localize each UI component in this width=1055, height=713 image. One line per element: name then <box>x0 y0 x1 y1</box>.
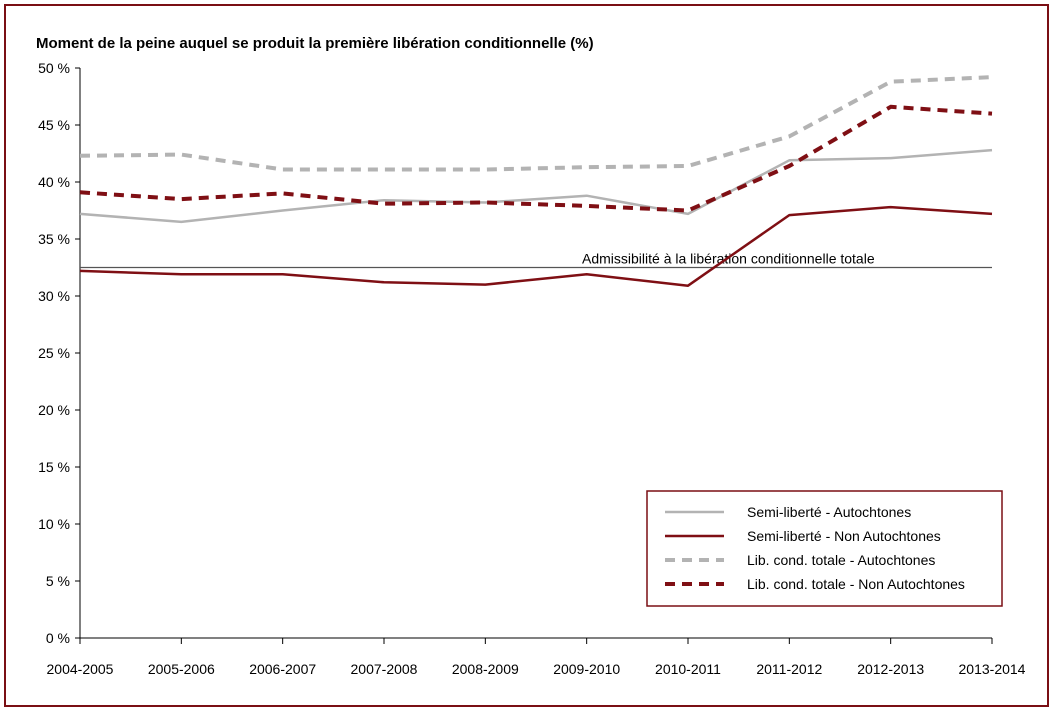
series-group <box>79 75 993 287</box>
x-tick-label: 2004-2005 <box>47 661 114 677</box>
y-tick-label: 40 % <box>38 174 70 190</box>
y-tick-label: 20 % <box>38 402 70 418</box>
y-tick-label: 30 % <box>38 288 70 304</box>
y-tick-label: 5 % <box>46 573 70 589</box>
series-line-2 <box>79 205 993 287</box>
y-tick-label: 35 % <box>38 231 70 247</box>
y-tick-label: 50 % <box>38 60 70 76</box>
legend: Semi-liberté - Autochtones Semi-liberté -… <box>646 490 1003 607</box>
x-tick-label: 2009-2010 <box>553 661 620 677</box>
y-tick-label: 45 % <box>38 117 70 133</box>
x-tick-label: 2013-2014 <box>959 661 1026 677</box>
y-tick-label: 0 % <box>46 630 70 646</box>
y-axis-title: Moment de la peine auquel se produit la … <box>36 35 594 52</box>
x-tick-label: 2008-2009 <box>452 661 519 677</box>
x-tick-label: 2006-2007 <box>249 661 316 677</box>
y-tick-label: 10 % <box>38 516 70 532</box>
legend-box <box>646 490 1003 607</box>
legend-label-2: Semi-liberté - Non Autochtones <box>747 528 941 544</box>
y-tick-label: 15 % <box>38 459 70 475</box>
y-tick-label: 25 % <box>38 345 70 361</box>
x-tick-label: 2012-2013 <box>857 661 924 677</box>
x-tick-label: 2007-2008 <box>351 661 418 677</box>
axes: 0 % 5 % 10 % 15 % 20 % 25 % 30 % 35 % 40 % 45 % 50… <box>38 60 1026 677</box>
reference-line-group: Admissibilité à la libération conditionn… <box>80 251 992 269</box>
series-line-1 <box>79 148 993 224</box>
series-line-3 <box>79 75 993 172</box>
legend-label-3: Lib. cond. totale - Autochtones <box>747 552 935 568</box>
x-tick-label: 2005-2006 <box>148 661 215 677</box>
legend-label-1: Semi-liberté - Autochtones <box>747 504 911 520</box>
x-tick-label: 2011-2012 <box>756 661 822 677</box>
x-tick-label: 2010-2011 <box>655 661 721 677</box>
legend-label-4: Lib. cond. totale - Non Autochtones <box>747 576 965 592</box>
